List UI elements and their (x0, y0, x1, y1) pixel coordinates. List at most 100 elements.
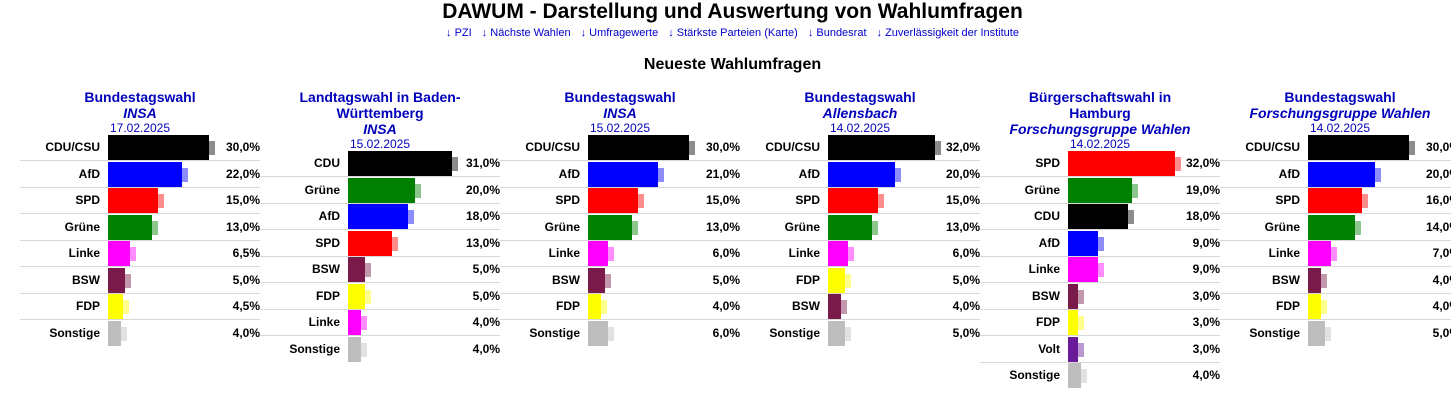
row-divider (740, 239, 980, 241)
row-divider (740, 160, 980, 161)
row-divider (980, 335, 1220, 336)
result-bar (108, 294, 123, 319)
result-bar (588, 135, 689, 160)
trend-marker (1345, 220, 1361, 235)
result-bar (348, 151, 452, 176)
poll-institute-link[interactable]: Forschungsgruppe Wahlen (1009, 121, 1191, 137)
poll-election-link[interactable]: Landtagswahl in Baden-Württemberg (299, 89, 461, 121)
result-row: Grüne 13,0% (500, 214, 740, 241)
trend-marker (925, 141, 941, 155)
nav-link[interactable]: ↓ Nächste Wahlen (481, 27, 571, 39)
result-bar (1068, 151, 1175, 176)
poll-header: Bundestagswahl Allensbach 14.02.2025 (740, 89, 980, 135)
poll-election-link[interactable]: Bundestagswahl (564, 89, 676, 105)
party-label: Linke (308, 315, 340, 329)
party-label: Grüne (64, 219, 100, 234)
row-divider (260, 202, 500, 204)
result-bar (1068, 204, 1128, 229)
party-label: Linke (1268, 246, 1300, 260)
row-divider (1220, 319, 1451, 320)
trend-marker (1068, 342, 1084, 357)
result-bar (108, 241, 130, 266)
result-bar (348, 336, 361, 362)
trend-marker (679, 141, 695, 155)
result-bar (1308, 320, 1325, 346)
poll-institute-link[interactable]: INSA (603, 105, 637, 121)
result-value: 4,0% (1432, 299, 1451, 313)
party-label: SPD (1035, 156, 1060, 170)
party-label: CDU/CSU (45, 140, 100, 154)
nav-link[interactable]: ↓ Bundesrat (807, 27, 867, 39)
row-divider (20, 213, 260, 214)
result-value: 13,0% (465, 235, 500, 250)
result-row: CDU 31,0% (260, 150, 500, 177)
trend-marker (1311, 300, 1327, 314)
row-divider (1220, 266, 1451, 267)
result-row: Linke 7,0% (1220, 240, 1451, 267)
party-label: Linke (68, 246, 100, 260)
poll-header: Bundestagswahl Forschungsgruppe Wahlen 14.… (1220, 89, 1451, 135)
party-label: BSW (1032, 288, 1060, 303)
nav-link[interactable]: ↓ PZI (446, 27, 472, 39)
row-divider (20, 160, 260, 161)
poll-institute-link[interactable]: Forschungsgruppe Wahlen (1249, 105, 1431, 121)
poll-election-link[interactable]: Bürgerschaftswahl in Hamburg (1028, 89, 1172, 121)
row-divider (1220, 239, 1451, 241)
nav-link[interactable]: ↓ Zuverlässigkeit der Institute (876, 27, 1019, 39)
result-value: 4,0% (712, 299, 740, 313)
poll-election-link[interactable]: Bundestagswahl (1284, 89, 1396, 105)
result-row: SPD 15,0% (20, 187, 260, 214)
trend-marker (1399, 141, 1415, 155)
row-divider (260, 335, 500, 336)
party-label: SPD (795, 193, 820, 207)
row-divider (20, 319, 260, 320)
result-row: AfD 9,0% (980, 230, 1220, 257)
result-row: SPD 32,0% (980, 150, 1220, 177)
result-value: 5,0% (712, 272, 740, 287)
result-value: 32,0% (945, 140, 980, 154)
result-value: 4,0% (232, 325, 260, 340)
result-value: 18,0% (465, 209, 500, 223)
row-divider (1220, 160, 1451, 161)
result-value: 3,0% (1192, 288, 1220, 303)
party-label: FDP (316, 288, 340, 303)
poll-election-link[interactable]: Bundestagswahl (804, 89, 916, 105)
result-row: BSW 5,0% (260, 256, 500, 283)
row-divider (740, 292, 980, 294)
poll-election-link[interactable]: Bundestagswahl (84, 89, 196, 105)
result-row: Linke 4,0% (260, 309, 500, 336)
result-row: FDP 4,5% (20, 293, 260, 320)
result-row: Linke 6,0% (500, 240, 740, 267)
party-label: Sonstige (529, 325, 580, 340)
poll-date: 14.02.2025 (1309, 121, 1371, 135)
result-bar (1308, 161, 1375, 187)
result-bar (108, 267, 125, 293)
party-label: SPD (1275, 193, 1300, 207)
trend-marker (831, 300, 847, 314)
trend-marker (622, 220, 638, 235)
result-row: AfD 21,0% (500, 161, 740, 188)
party-label: FDP (556, 299, 580, 313)
trend-marker (1088, 236, 1104, 251)
result-row: Linke 6,5% (20, 240, 260, 267)
party-label: Sonstige (1249, 325, 1300, 340)
party-label: Sonstige (289, 341, 340, 356)
result-value: 4,0% (472, 341, 500, 356)
row-divider (500, 239, 740, 241)
nav-link[interactable]: ↓ Umfragewerte (580, 27, 659, 39)
poll-institute-link[interactable]: INSA (363, 121, 397, 137)
nav-bar: ↓ PZI ↓ Nächste Wahlen ↓ Umfragewerte ↓ Stä… (0, 27, 1451, 40)
party-label: FDP (796, 272, 820, 287)
poll-institute-link[interactable]: INSA (123, 105, 157, 121)
result-row: AfD 18,0% (260, 203, 500, 230)
result-value: 15,0% (945, 193, 980, 207)
result-bar (588, 214, 632, 240)
result-row: AfD 20,0% (1220, 161, 1451, 188)
nav-link[interactable]: ↓ Stärkste Parteien (Karte) (668, 27, 798, 39)
poll-institute-link[interactable]: Allensbach (822, 105, 898, 121)
row-divider (20, 292, 260, 294)
result-bar (588, 320, 608, 346)
result-value: 4,0% (472, 315, 500, 329)
poll-results: CDU 31,0% Grüne 20,0% AfD 18,0% SPD 13,0% BSW 5,0… (260, 150, 500, 362)
result-row: FDP 4,0% (500, 293, 740, 320)
